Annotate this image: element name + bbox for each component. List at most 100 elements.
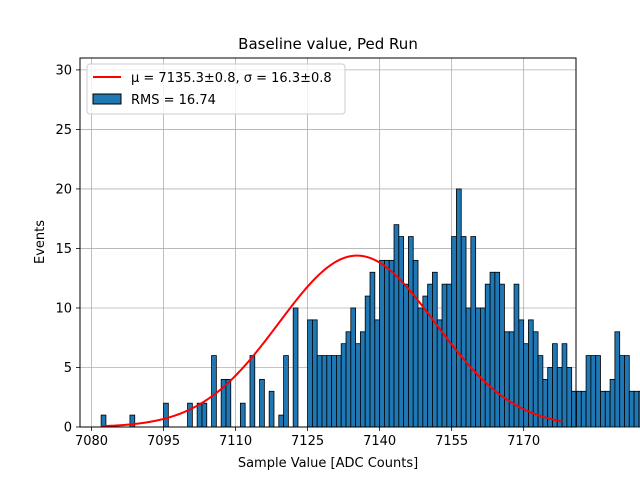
fit-curve [101, 254, 563, 428]
histogram-bar [340, 343, 347, 428]
histogram-bar [523, 343, 529, 428]
histogram-bar [470, 236, 477, 428]
histogram-bar [504, 331, 510, 428]
histogram-bar [412, 259, 419, 428]
histogram-bar [196, 402, 203, 428]
histogram-bar [580, 390, 587, 428]
histogram-bar [211, 355, 217, 428]
x-axis-label: Sample Value [ADC Counts] [238, 456, 418, 471]
y-tick-label: 15 [55, 242, 72, 257]
histogram-bar [398, 236, 405, 428]
histogram-bar [576, 390, 582, 428]
histogram-bar [638, 390, 640, 428]
histogram-bar [249, 355, 256, 428]
histogram-bar [364, 295, 371, 428]
histogram-bar [628, 390, 635, 428]
histogram-bar [427, 283, 433, 428]
histogram-bar [432, 271, 438, 428]
histogram-bar [595, 355, 601, 428]
histogram-bar [393, 224, 400, 428]
histogram-bar [331, 355, 337, 428]
histogram-bar [518, 319, 525, 428]
histogram-bar [624, 355, 630, 428]
histogram-bar [369, 271, 376, 428]
x-tick-label: 7080 [75, 434, 108, 449]
legend-hist-swatch [92, 93, 122, 105]
histogram-bar [201, 402, 208, 428]
histogram-bar [590, 355, 597, 428]
histogram-bar [484, 283, 491, 428]
histogram-bar [403, 283, 409, 428]
histogram-bar [283, 355, 289, 428]
histogram-bar [384, 259, 390, 428]
histogram-bar [499, 283, 505, 428]
y-tick-label: 25 [55, 123, 72, 138]
histogram-bar [556, 367, 563, 428]
x-tick-label: 7095 [147, 434, 180, 449]
histogram-bar [475, 307, 481, 428]
legend: μ = 7135.3±0.8, σ = 16.3±0.8 RMS = 16.74 [86, 63, 346, 115]
histogram-bar [422, 295, 429, 428]
histogram-bar [355, 343, 361, 428]
x-tick-label: 7140 [363, 434, 396, 449]
x-tick-label: 7170 [507, 434, 540, 449]
histogram-bar [417, 307, 424, 428]
y-axis-ticks: 0 5 10 15 20 25 30 [55, 63, 80, 436]
chart-title: Baseline value, Ped Run [238, 35, 418, 53]
histogram-bar [360, 331, 366, 428]
y-tick-label: 0 [64, 421, 72, 436]
histogram-bar [350, 307, 357, 428]
y-tick-label: 20 [55, 182, 72, 197]
histogram-bar [374, 319, 381, 428]
x-tick-label: 7110 [219, 434, 252, 449]
histogram-bar [225, 378, 232, 428]
histogram-bar [187, 402, 193, 428]
y-axis-label: Events [33, 220, 48, 264]
histogram-bar [268, 390, 275, 428]
histogram-bar [451, 236, 457, 428]
histogram-bar [307, 319, 313, 428]
histogram-bar [321, 355, 328, 428]
legend-fit-label: μ = 7135.3±0.8, σ = 16.3±0.8 [131, 71, 332, 86]
histogram-bar [336, 355, 342, 428]
histogram-bar [441, 283, 448, 428]
histogram-bar [604, 390, 611, 428]
histogram-bar [388, 259, 395, 428]
histogram-bar [552, 343, 558, 428]
histogram-bar [408, 236, 414, 428]
histogram-bar [311, 319, 318, 428]
histogram-bar [566, 367, 573, 428]
histogram-bar [345, 331, 352, 428]
histogram-bar [508, 331, 515, 428]
histogram-bar [316, 355, 323, 428]
histogram-bar [585, 355, 592, 428]
histogram-bar [561, 343, 568, 428]
x-tick-label: 7125 [291, 434, 324, 449]
legend-box [86, 63, 346, 115]
histogram-bar [259, 378, 265, 428]
histogram-bar [633, 390, 640, 428]
x-tick-label: 7155 [435, 434, 468, 449]
histogram-bar [379, 259, 385, 428]
histogram-bar [292, 307, 299, 428]
histogram-bar [600, 390, 606, 428]
y-tick-label: 30 [55, 63, 72, 78]
histogram-bar [542, 378, 549, 428]
gaussian-fit [101, 254, 563, 428]
histogram-bar [609, 378, 616, 428]
histogram-bar [239, 402, 246, 428]
histogram-bars [100, 188, 640, 428]
histogram-bar [163, 402, 169, 428]
histogram-bar [614, 331, 621, 428]
histogram-bar [494, 271, 501, 428]
histogram-bar [326, 355, 333, 428]
histogram-bar [446, 283, 453, 428]
histogram-bar [456, 188, 462, 428]
y-tick-label: 5 [64, 361, 72, 376]
histogram-bar [489, 271, 496, 428]
histogram-bar [436, 319, 443, 428]
histogram-bar [460, 236, 467, 428]
histogram-bar [480, 307, 486, 428]
histogram-bar [278, 414, 284, 428]
